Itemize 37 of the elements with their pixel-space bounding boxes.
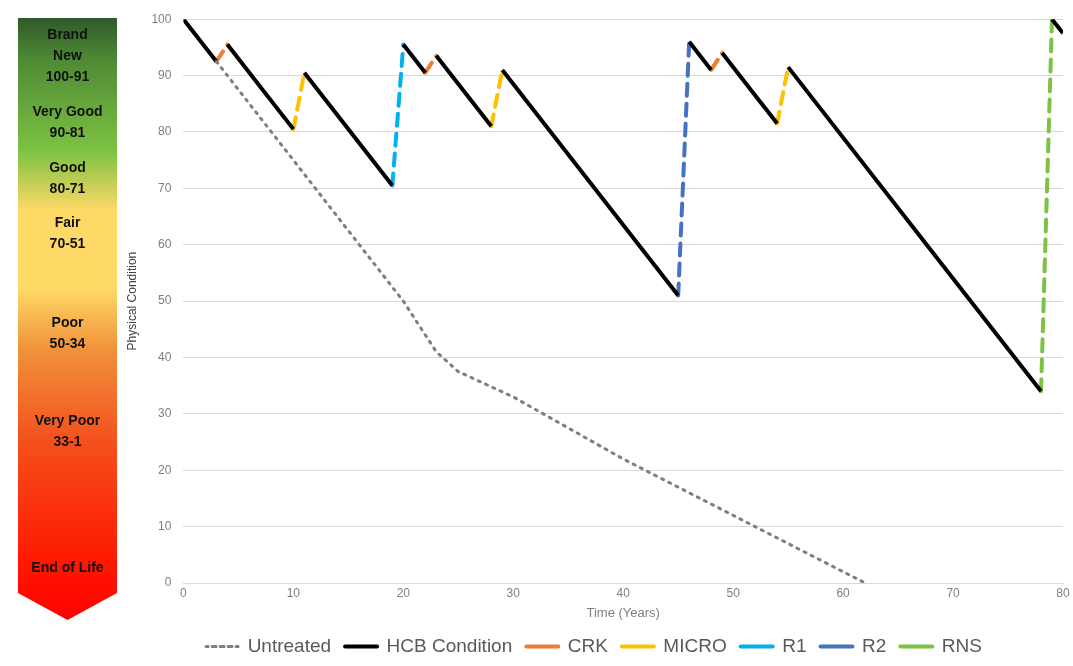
x-tick-label: 60 (836, 585, 851, 600)
x-tick-label: 70 (946, 585, 961, 600)
text: End of Life (30, 558, 105, 577)
x-tick-label: 0 (180, 585, 188, 600)
line-series (214, 59, 867, 583)
y-tick-label: 100 (151, 11, 172, 26)
legend-label: RNS (941, 634, 982, 656)
y-tick-label: 20 (158, 462, 172, 477)
text: Good 80-71 (48, 158, 87, 198)
y-tick-label: 0 (164, 575, 172, 590)
x-tick-label: 50 (726, 585, 741, 600)
legend-label: Untreated (247, 634, 332, 656)
y-tick-label: 40 (158, 349, 172, 364)
text: Very Good 90-81 (31, 102, 104, 142)
legend-label: CRK (567, 634, 609, 656)
legend-label: R2 (861, 634, 887, 656)
y-tick-label: 70 (158, 180, 172, 195)
y-tick-label: 30 (158, 406, 172, 421)
x-axis-title: Time (Years) (586, 604, 660, 620)
text: Poor 50-34 (48, 313, 87, 353)
x-tick-label: 20 (396, 585, 411, 600)
text: Very Poor 33-1 (33, 411, 102, 451)
y-tick-label: 50 (158, 293, 172, 308)
y-axis-title: Physical Condition (124, 251, 139, 351)
x-tick-label: 80 (1056, 585, 1070, 600)
y-tick-label: 60 (158, 237, 172, 252)
x-tick-label: 10 (286, 585, 301, 600)
text: Brand New 100-91 (44, 25, 91, 86)
y-tick-label: 90 (158, 67, 172, 82)
y-tick-label: 80 (158, 124, 172, 139)
text: Fair 70-51 (48, 213, 87, 253)
x-tick-label: 30 (506, 585, 521, 600)
legend-label: HCB Condition (386, 634, 513, 656)
legend-label: MICRO (663, 634, 727, 656)
x-tick-label: 40 (616, 585, 631, 600)
y-tick-label: 10 (158, 518, 172, 533)
legend-label: R1 (782, 634, 807, 656)
